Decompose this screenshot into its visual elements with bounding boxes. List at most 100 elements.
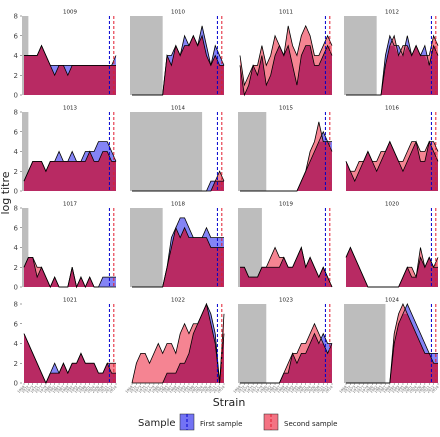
panel-1018: 1018	[130, 202, 224, 288]
panel-1024: 1024 196819721973197519771979198019821985…	[339, 298, 440, 395]
y-tick-label: 6	[14, 128, 19, 136]
x-tick-label: 1977	[142, 385, 151, 394]
panel-title: 1010	[171, 10, 185, 16]
panel-title: 1012	[385, 10, 399, 16]
panel-title: 1017	[63, 202, 77, 208]
panel-1017: 1017 0 2 4 6 8	[14, 202, 116, 292]
shaded-region	[22, 112, 29, 191]
legend-label-first: First sample	[200, 420, 242, 428]
x-tick-label: 2004	[409, 384, 419, 394]
x-tick-label: 1977	[356, 385, 365, 394]
x-tick-label: 1985	[374, 385, 383, 394]
panel-title: 1019	[279, 202, 293, 208]
second-sample-line	[23, 150, 116, 182]
x-tick-label: 1975	[138, 385, 147, 394]
second-sample-line	[24, 44, 116, 77]
x-tick-label: 2008	[203, 385, 212, 394]
panel-title: 1013	[63, 106, 77, 112]
panel-1011: 1011	[239, 10, 333, 97]
x-tick-label: 2008	[417, 385, 426, 394]
second-sample-line	[239, 24, 333, 87]
y-tick-label: 2	[14, 264, 18, 272]
x-tick-label: 2004	[303, 384, 313, 394]
y-tick-label: 8	[14, 301, 18, 309]
overlap-area	[240, 333, 332, 383]
y-tick-label: 8	[14, 13, 18, 21]
x-tick-label: 1972	[343, 385, 352, 394]
second-sample-line	[23, 333, 116, 384]
x-tick-label: 2012	[426, 385, 435, 394]
shaded-region	[130, 208, 163, 287]
x-tick-label: 2001	[298, 385, 307, 394]
x-tick-label: 1989	[276, 385, 285, 394]
panel-title: 1009	[63, 10, 77, 16]
panels-layer: 1009 0 2 4 6 8 1010 1011 1012 1013 0 2 4 6 8 1014 1015 10…	[14, 10, 440, 395]
second-sample-line	[132, 34, 224, 96]
panel-title: 1022	[171, 298, 185, 304]
panel-title: 1020	[385, 202, 399, 208]
y-tick-label: 4	[14, 148, 19, 156]
y-tick-label: 6	[14, 320, 19, 328]
x-tick-label: 2014	[431, 384, 440, 394]
panel-1009: 1009 0 2 4 6 8	[14, 10, 117, 100]
x-tick-label: 1989	[168, 385, 177, 394]
x-tick-label: 1979	[254, 385, 263, 394]
y-axis-label: log titre	[0, 171, 12, 214]
x-tick-label: 2011	[208, 385, 217, 394]
x-tick-label: 2001	[82, 385, 91, 394]
x-tick-label: 2006	[199, 385, 208, 394]
x-tick-label: 1980	[365, 385, 374, 394]
overlap-area	[346, 45, 438, 95]
legend-label-second: Second sample	[284, 420, 337, 428]
panel-1010: 1010	[130, 10, 225, 96]
y-tick-label: 0	[14, 92, 18, 100]
second-sample-line	[346, 303, 438, 384]
panel-title: 1011	[279, 10, 293, 16]
x-tick-label: 1998	[400, 385, 409, 394]
y-tick-label: 4	[14, 52, 19, 60]
panel-1020: 1020	[345, 202, 439, 288]
shaded-region	[22, 208, 29, 287]
x-tick-label: 1980	[43, 385, 52, 394]
panel-1022: 1022 196819721973197519771979198019821985…	[125, 298, 227, 395]
x-tick-label: 1987	[378, 385, 387, 394]
y-tick-label: 2	[14, 72, 18, 80]
first-sample-line	[239, 44, 333, 97]
second-sample-line	[240, 121, 333, 192]
x-tick-label: 1979	[360, 385, 369, 394]
x-tick-label: 1993	[391, 385, 400, 394]
x-tick-label: 2004	[195, 384, 205, 394]
x-tick-label: 1982	[369, 385, 378, 394]
x-tick-label: 1968	[233, 385, 242, 394]
x-tick-label: 1987	[164, 385, 173, 394]
x-tick-label: 2014	[109, 384, 119, 394]
second-sample-line	[23, 256, 116, 289]
x-tick-label: 2011	[100, 385, 109, 394]
panel-title: 1014	[171, 106, 185, 112]
x-tick-label: 1968	[339, 385, 348, 394]
x-tick-label: 2012	[104, 385, 113, 394]
x-tick-label: 1998	[78, 385, 87, 394]
panel-1023: 1023 196819721973197519771979198019821985…	[233, 298, 335, 395]
second-sample-line	[132, 226, 224, 288]
x-tick-label: 1973	[25, 385, 34, 394]
x-tick-label: 1998	[186, 385, 195, 394]
x-tick-label: 1992	[387, 385, 396, 394]
y-tick-label: 0	[14, 380, 18, 388]
shaded-region	[130, 16, 163, 95]
x-tick-label: 1975	[30, 385, 39, 394]
y-tick-label: 8	[14, 205, 18, 213]
x-tick-label: 1972	[21, 385, 30, 394]
panel-title: 1018	[171, 202, 185, 208]
shaded-region	[238, 304, 267, 383]
panel-1012: 1012	[344, 10, 439, 96]
x-tick-label: 2008	[311, 385, 320, 394]
second-sample-line	[345, 246, 439, 288]
x-tick-label: 1973	[241, 385, 250, 394]
y-tick-label: 6	[14, 32, 19, 40]
x-tick-label: 1980	[151, 385, 160, 394]
y-tick-label: 4	[14, 244, 19, 252]
x-tick-label: 1972	[237, 385, 246, 394]
x-tick-label: 1995	[396, 385, 405, 394]
x-tick-label: 1993	[177, 385, 186, 394]
